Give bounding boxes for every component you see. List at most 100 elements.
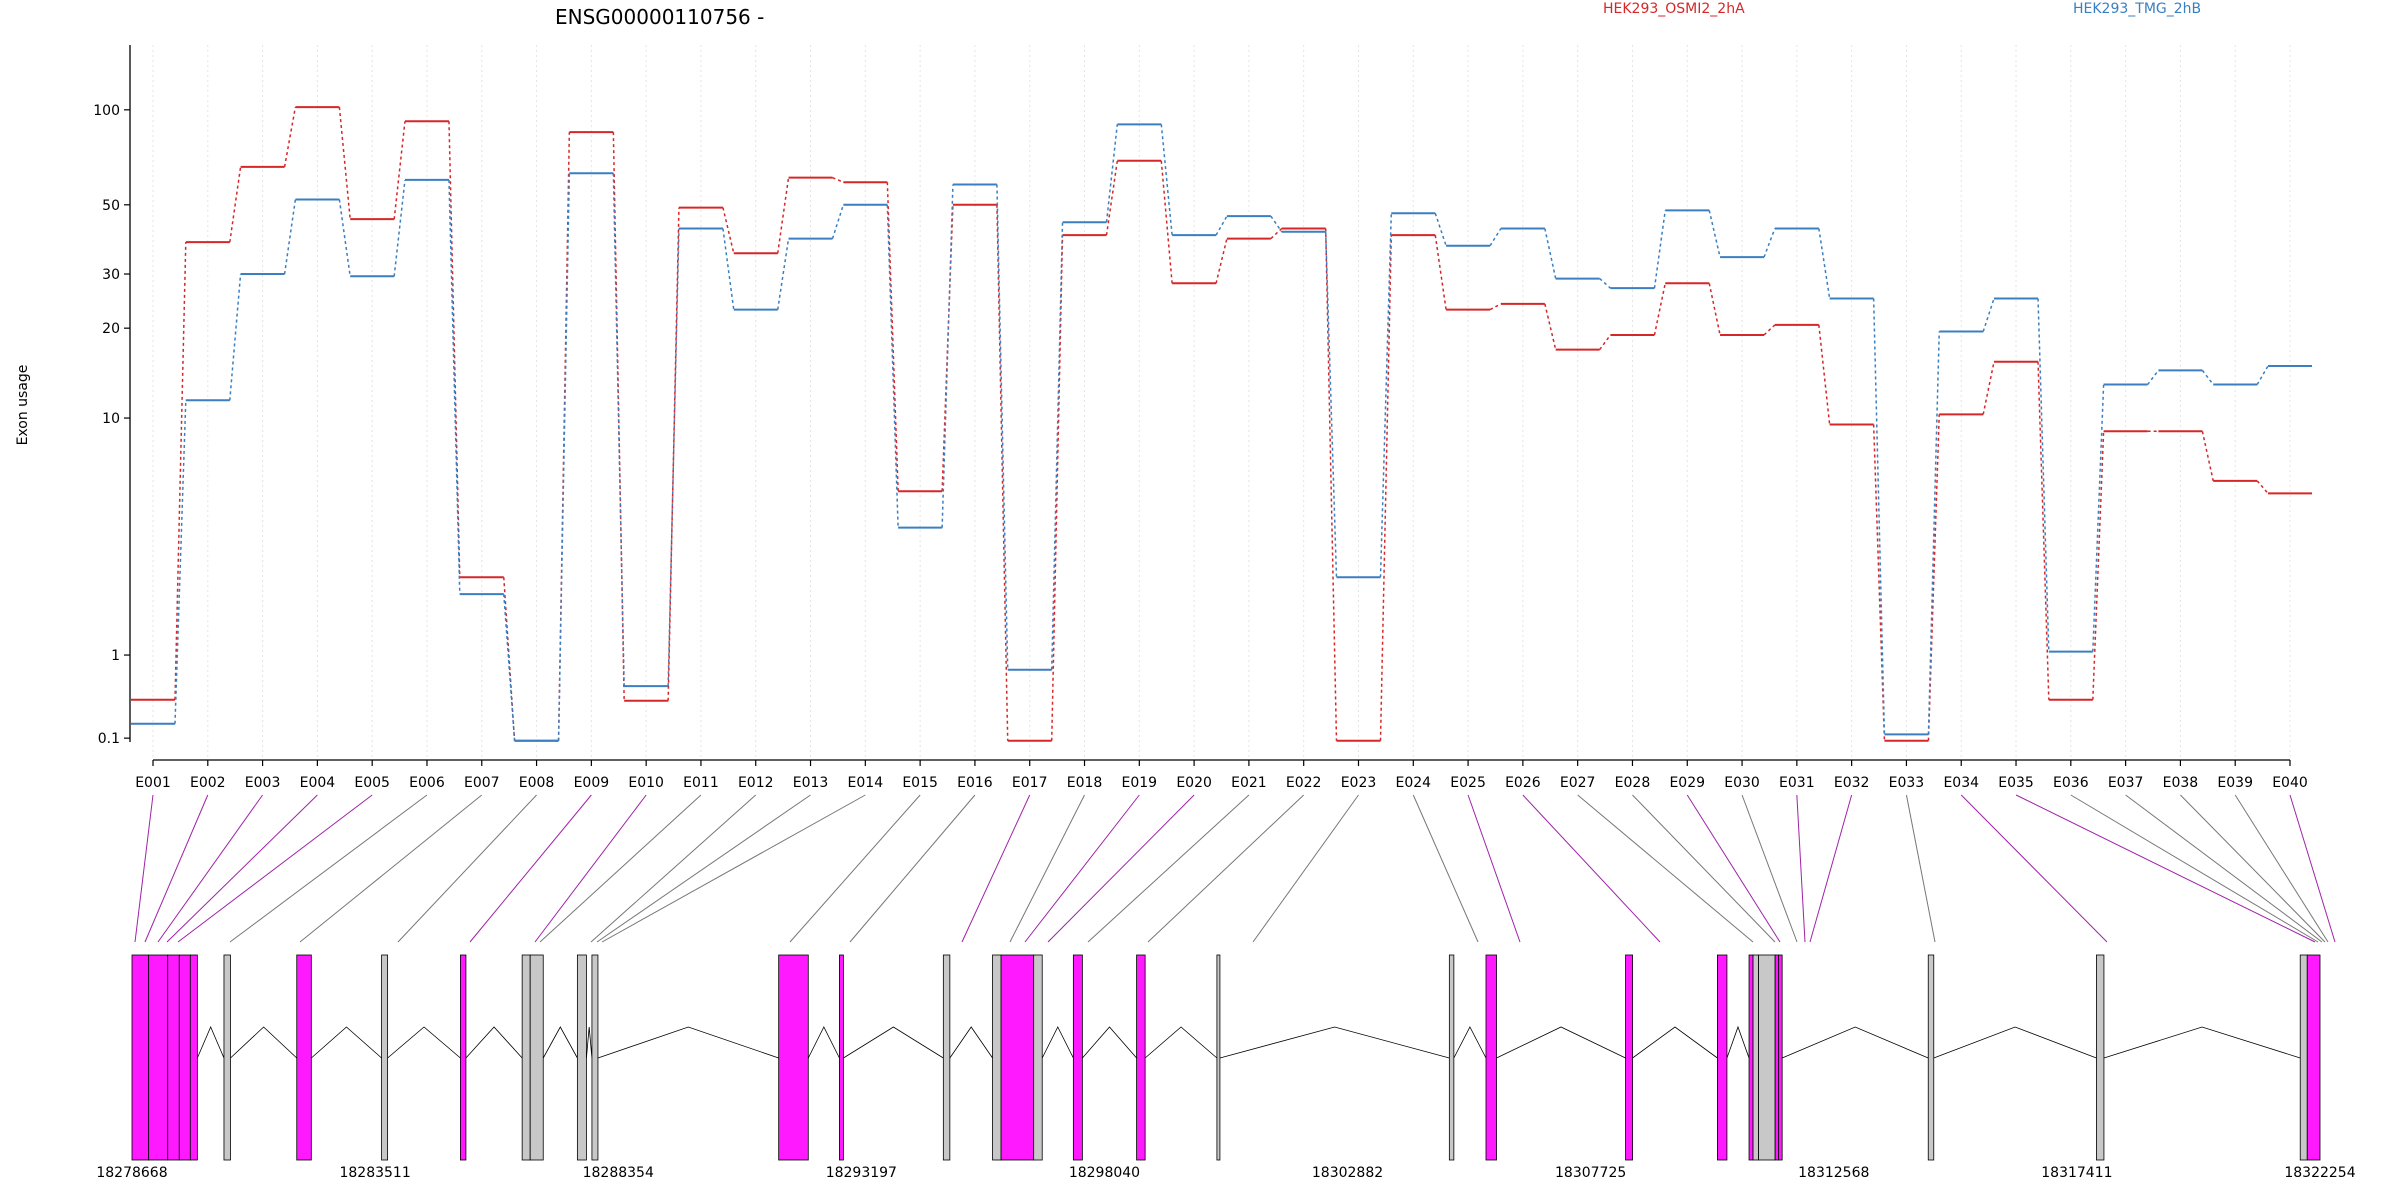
x-tick-label-E037: E037 [2108, 775, 2144, 791]
connector-E027 [1577, 794, 1754, 943]
connector-E012 [590, 794, 757, 943]
x-tick-label-E030: E030 [1724, 775, 1760, 791]
intron-line [1453, 1026, 1487, 1059]
connector-E004 [166, 794, 318, 943]
intron-line [1496, 1026, 1626, 1059]
series-connector [448, 121, 461, 578]
exon-block [1000, 954, 1035, 1161]
exon-block [778, 954, 809, 1161]
series-connector [886, 182, 899, 492]
connector-E036 [2070, 794, 2319, 943]
exon-block [1752, 954, 1759, 1161]
connector-E021 [1087, 794, 1250, 943]
connector-E008 [397, 794, 537, 943]
connector-E022 [1147, 794, 1305, 943]
exon-block [1448, 954, 1455, 1161]
exon-block [1927, 954, 1935, 1161]
intron-line [387, 1026, 461, 1059]
exon-block [1216, 954, 1221, 1161]
series-connector [777, 238, 790, 310]
series-connector [174, 400, 187, 724]
exon-block [381, 954, 389, 1161]
grid-lines [152, 45, 2291, 760]
connector-E037 [2125, 794, 2323, 943]
x-tick-label-E016: E016 [957, 775, 993, 791]
connector-E028 [1632, 794, 1776, 943]
exon-block [223, 954, 231, 1161]
series-connector [1818, 228, 1831, 299]
y-tick-label: 20 [102, 321, 120, 337]
x-tick-label-E010: E010 [628, 775, 664, 791]
series-connector [1982, 361, 1995, 415]
series-connector [2092, 384, 2105, 652]
x-tick-label-E019: E019 [1122, 775, 1158, 791]
exon-block [1758, 954, 1776, 1161]
y-axis-label: Exon usage [15, 365, 31, 446]
series-connector [667, 228, 680, 687]
intron-line [196, 1025, 225, 1059]
intron-line [949, 1026, 993, 1059]
axes: 0.1 1 10 20 30 50 100 E001 E002 E003 E004 E005 E006 E… [93, 45, 2308, 791]
x-tick-label-E008: E008 [519, 775, 555, 791]
genomic-tick-label: 18322254 [2284, 1165, 2355, 1181]
connector-E007 [299, 794, 483, 943]
intron-line [542, 1026, 578, 1059]
exon-block [167, 954, 180, 1161]
series-connector [1215, 215, 1228, 236]
x-tick-label-E023: E023 [1341, 775, 1377, 791]
series-connector [1434, 213, 1447, 246]
connector-E040 [2289, 794, 2336, 943]
connector-E035 [2015, 794, 2316, 943]
x-tick-label-E032: E032 [1834, 775, 1870, 791]
x-tick-label-E021: E021 [1231, 775, 1267, 791]
y-tick-label: 0.1 [98, 731, 120, 747]
x-tick-label-E028: E028 [1615, 775, 1651, 791]
exon-block [591, 954, 599, 1161]
series-connector [1050, 235, 1064, 741]
x-tick-label-E038: E038 [2163, 775, 2199, 791]
genomic-tick-label: 18278668 [96, 1165, 167, 1181]
series-connector [832, 176, 844, 183]
chart-title: ENSG00000110756 - [555, 5, 764, 29]
series-connector [831, 204, 845, 239]
x-tick-label-E033: E033 [1889, 775, 1925, 791]
exon-block [992, 954, 1002, 1161]
genomic-tick-label: 18312568 [1798, 1165, 1869, 1181]
legend-entry-series-b: HEK293_TMG_2hB [2073, 1, 2201, 17]
exon-block [1033, 954, 1043, 1161]
series-connector [2256, 365, 2269, 385]
x-tick-label-E005: E005 [354, 775, 390, 791]
x-tick-label-E020: E020 [1176, 775, 1212, 791]
series-connector [722, 207, 735, 254]
exon-block [296, 954, 312, 1161]
series-connector [1105, 124, 1119, 223]
series-connector [612, 132, 625, 701]
series-connector [667, 207, 680, 701]
intron-line [230, 1026, 298, 1059]
connector-E010 [534, 794, 647, 943]
exon-block [1717, 954, 1728, 1161]
genomic-tick-label: 18288354 [583, 1165, 654, 1181]
exon-block [839, 954, 844, 1161]
exon-block [1072, 954, 1083, 1161]
genomic-tick-label: 18293197 [826, 1165, 897, 1181]
intron-line [1041, 1026, 1074, 1059]
exon-block [178, 954, 191, 1161]
series-connector [229, 166, 242, 243]
connector-E017 [961, 794, 1031, 943]
intron-line [1632, 1026, 1718, 1059]
series-connector [2201, 431, 2214, 482]
connector-E029 [1686, 794, 1781, 943]
series-connector [1982, 298, 1995, 332]
series-connector [612, 173, 625, 687]
connector-E018 [1009, 794, 1085, 943]
connector-E034 [1960, 794, 2108, 943]
series-connector [1489, 228, 1502, 247]
series-connector [2092, 431, 2105, 700]
x-tick-label-E013: E013 [793, 775, 829, 791]
genomic-tick-label: 18302882 [1312, 1165, 1383, 1181]
series-connector [941, 184, 954, 528]
genomic-tick-label: 18317411 [2041, 1165, 2112, 1181]
series-connector [174, 242, 187, 700]
connector-E002 [144, 794, 209, 943]
